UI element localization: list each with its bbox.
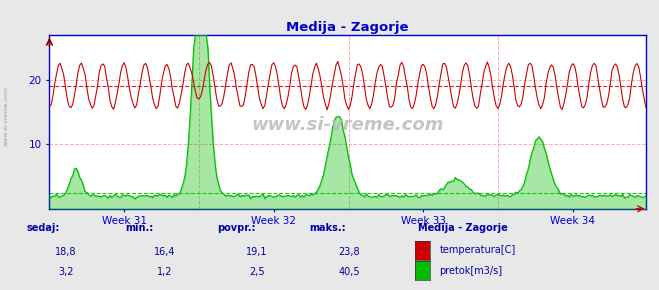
Text: 16,4: 16,4 xyxy=(154,247,175,257)
Text: 19,1: 19,1 xyxy=(246,247,268,257)
Text: maks.:: maks.: xyxy=(310,224,347,233)
Text: 40,5: 40,5 xyxy=(339,267,360,277)
Text: www.si-vreme.com: www.si-vreme.com xyxy=(3,86,9,146)
Text: 18,8: 18,8 xyxy=(55,247,76,257)
Text: www.si-vreme.com: www.si-vreme.com xyxy=(251,116,444,134)
Text: 3,2: 3,2 xyxy=(58,267,74,277)
Text: pretok[m3/s]: pretok[m3/s] xyxy=(440,266,503,275)
Text: min.:: min.: xyxy=(125,224,154,233)
Text: 23,8: 23,8 xyxy=(339,247,360,257)
Title: Medija - Zagorje: Medija - Zagorje xyxy=(287,21,409,34)
Text: 2,5: 2,5 xyxy=(249,267,265,277)
Text: temperatura[C]: temperatura[C] xyxy=(440,245,516,255)
Text: 1,2: 1,2 xyxy=(157,267,173,277)
Text: povpr.:: povpr.: xyxy=(217,224,256,233)
Text: Medija - Zagorje: Medija - Zagorje xyxy=(418,224,508,233)
Text: sedaj:: sedaj: xyxy=(26,224,60,233)
